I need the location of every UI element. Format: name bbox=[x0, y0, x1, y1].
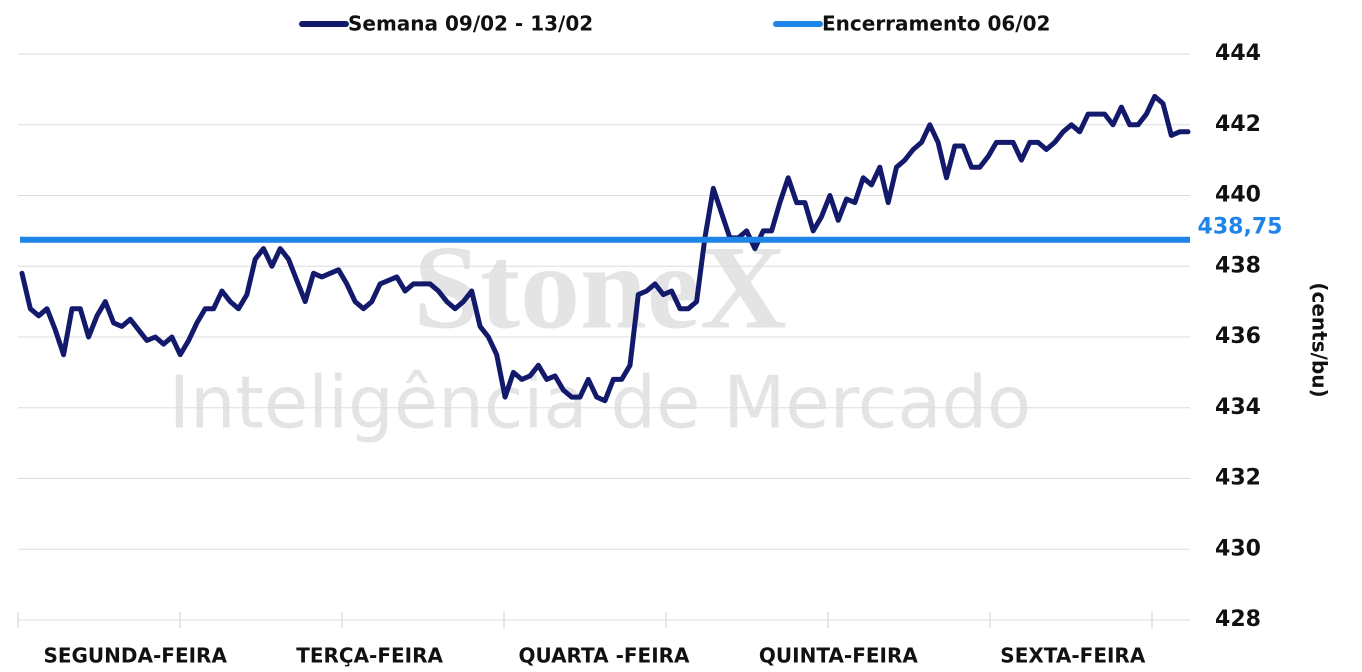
y-tick-label: 440 bbox=[1215, 183, 1261, 208]
x-tick-label: QUARTA -FEIRA bbox=[518, 644, 690, 668]
x-tick-label: QUINTA-FEIRA bbox=[759, 644, 918, 668]
x-tick-label: SEXTA-FEIRA bbox=[1000, 644, 1146, 668]
reference-label: 438,75 bbox=[1198, 215, 1283, 240]
x-tick-label: SEGUNDA-FEIRA bbox=[43, 644, 227, 668]
y-tick-label: 430 bbox=[1215, 536, 1261, 561]
y-tick-label: 442 bbox=[1215, 112, 1261, 137]
y-tick-label: 434 bbox=[1215, 395, 1261, 420]
series-line bbox=[19, 93, 1191, 404]
y-axis-label: (cents/bu) bbox=[1308, 282, 1332, 397]
y-tick-label: 436 bbox=[1215, 324, 1261, 349]
y-tick-label: 432 bbox=[1215, 466, 1261, 491]
y-tick-label: 428 bbox=[1215, 607, 1261, 632]
legend-label: Encerramento 06/02 bbox=[822, 12, 1050, 36]
y-tick-label: 438 bbox=[1215, 253, 1261, 278]
legend-label: Semana 09/02 - 13/02 bbox=[348, 12, 593, 36]
x-tick-label: TERÇA-FEIRA bbox=[296, 644, 443, 668]
watermark-text: Inteligência de Mercado bbox=[169, 361, 1031, 445]
y-tick-label: 444 bbox=[1215, 41, 1261, 66]
